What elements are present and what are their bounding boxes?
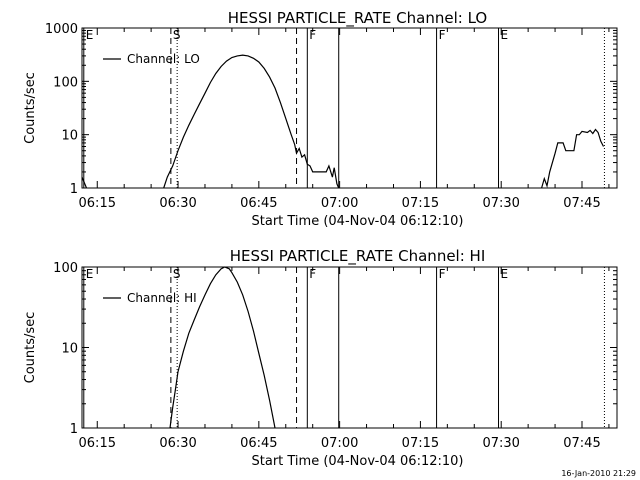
x-tick-label: 06:45: [240, 196, 277, 211]
y-tick-label: 1000: [45, 22, 78, 37]
y-tick-label: 1: [70, 422, 78, 437]
x-axis-label: Start Time (04-Nov-04 06:12:10): [252, 214, 464, 229]
series-line: [81, 176, 88, 189]
annotation-label: F: [439, 28, 446, 42]
series-line: [163, 54, 340, 189]
annotation-label: F: [309, 28, 316, 42]
x-tick-label: 06:45: [240, 436, 277, 451]
y-tick-label: 10: [61, 129, 78, 144]
legend-label: Channel: HI: [127, 291, 197, 305]
legend-label: Channel: LO: [127, 52, 200, 66]
y-tick-label: 100: [53, 261, 78, 276]
x-tick-label: 06:15: [79, 436, 116, 451]
x-tick-label: 06:30: [159, 196, 196, 211]
footer-date: 16-Jan-2010 21:29: [561, 469, 636, 478]
y-tick-label: 10: [61, 342, 78, 357]
x-tick-label: 07:45: [563, 196, 600, 211]
x-tick-label: 07:45: [563, 436, 600, 451]
y-tick-label: 1: [70, 182, 78, 197]
x-tick-label: 07:00: [321, 196, 358, 211]
series-line: [169, 266, 276, 429]
annotation-label: E: [501, 267, 509, 281]
series-line: [541, 128, 605, 189]
chart-panel-hi: HESSI PARTICLE_RATE Channel: HI 06:15 06:3…: [23, 247, 618, 469]
plot-frame: [81, 27, 618, 189]
x-tick-label: 07:00: [321, 436, 358, 451]
x-tick-label: 07:15: [402, 196, 439, 211]
x-tick-label: 07:30: [482, 436, 519, 451]
annotation-label: E: [86, 28, 94, 42]
x-tick-label: 07:15: [402, 436, 439, 451]
x-axis-label: Start Time (04-Nov-04 06:12:10): [252, 454, 464, 469]
annotation-label: F: [439, 267, 446, 281]
x-tick-label: 07:30: [482, 196, 519, 211]
x-tick-label: 06:30: [159, 436, 196, 451]
y-axis-label: Counts/sec: [23, 312, 38, 384]
chart-title: HESSI PARTICLE_RATE Channel: LO: [228, 9, 487, 28]
annotation-label: E: [501, 28, 509, 42]
annotation-label: E: [86, 267, 94, 281]
annotation-label: F: [309, 267, 316, 281]
chart-panel-lo: HESSI PARTICLE_RATE Channel: LO 06:15 06:3…: [23, 9, 618, 229]
chart-title: HESSI PARTICLE_RATE Channel: HI: [230, 247, 486, 266]
x-tick-label: 06:15: [79, 196, 116, 211]
y-tick-label: 100: [53, 75, 78, 90]
y-axis-label: Counts/sec: [23, 72, 38, 144]
